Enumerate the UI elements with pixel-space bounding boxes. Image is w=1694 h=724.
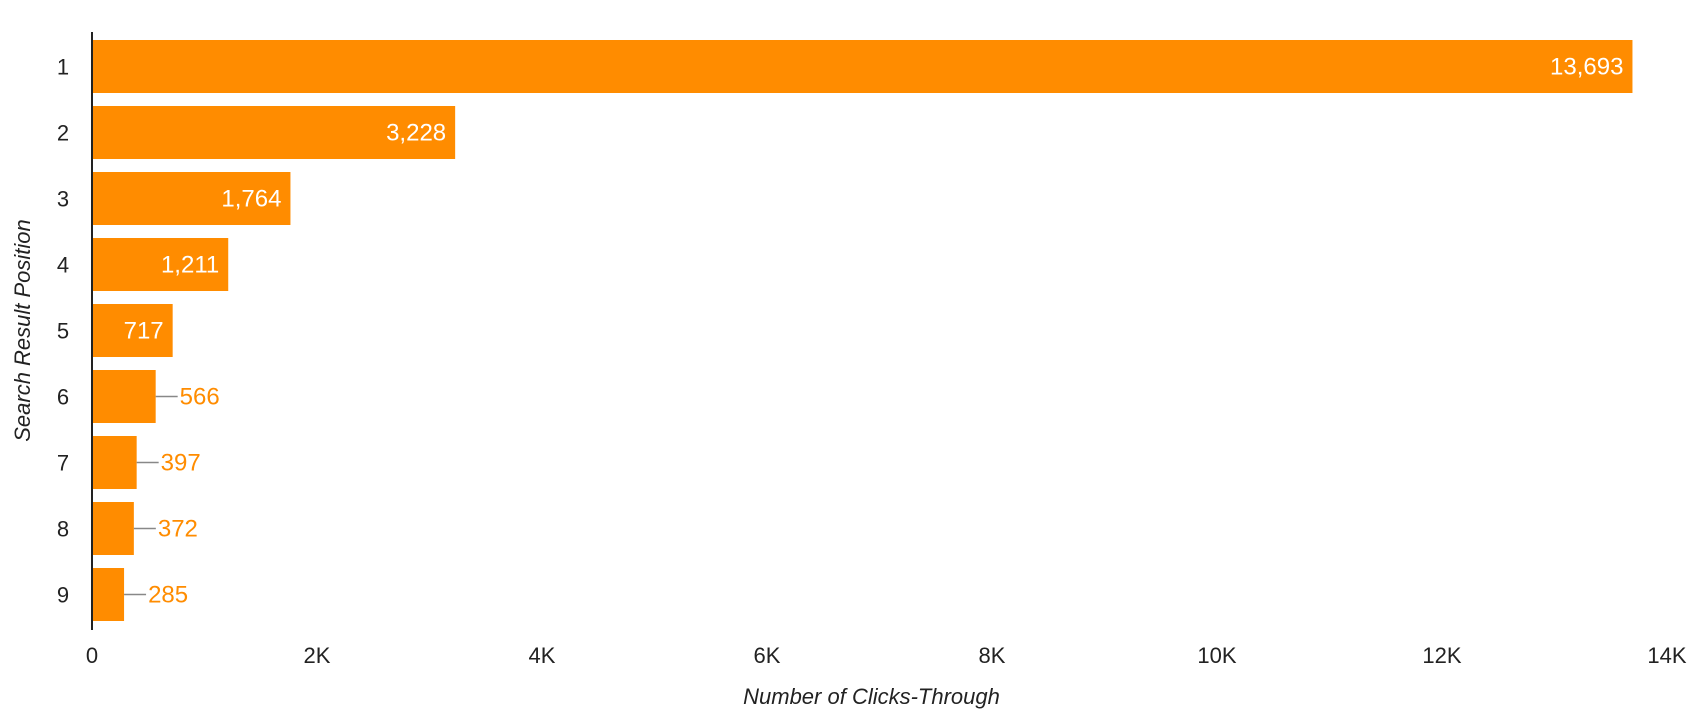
y-tick-label-4: 4	[57, 253, 69, 278]
x-tick-label-14K: 14K	[1647, 643, 1686, 668]
x-tick-label-4K: 4K	[529, 643, 556, 668]
y-tick-label-1: 1	[57, 55, 69, 80]
bar-value-label-3: 1,764	[221, 186, 281, 213]
y-tick-label-2: 2	[57, 121, 69, 146]
y-tick-label-8: 8	[57, 517, 69, 542]
x-tick-label-8K: 8K	[979, 643, 1006, 668]
y-tick-label-5: 5	[57, 319, 69, 344]
bar-value-label-8: 372	[158, 516, 198, 543]
bar-value-label-5: 717	[124, 318, 164, 345]
x-tick-label-0: 0	[86, 643, 98, 668]
bar-position-4	[92, 238, 229, 291]
bar-position-2	[92, 106, 456, 159]
bars-group	[92, 40, 1633, 621]
x-tick-label-12K: 12K	[1422, 643, 1461, 668]
y-tick-label-7: 7	[57, 451, 69, 476]
bar-value-label-6: 566	[180, 384, 220, 411]
x-tick-label-2K: 2K	[304, 643, 331, 668]
bar-labels-group: 13,693 3,228 1,764 1,211 717 566 397 372 285	[124, 54, 1624, 609]
x-axis-title: Number of Clicks-Through	[743, 684, 1000, 709]
bar-position-8	[92, 502, 134, 555]
y-axis-title: Search Result Position	[10, 219, 35, 442]
x-tick-labels-group: 0 2K 4K 6K 8K 10K 12K 14K	[86, 643, 1687, 668]
bar-position-9	[92, 568, 125, 621]
x-tick-label-10K: 10K	[1197, 643, 1236, 668]
bar-position-7	[92, 436, 137, 489]
bar-value-label-9: 285	[148, 582, 188, 609]
bar-position-1	[92, 40, 1633, 93]
bar-value-label-7: 397	[161, 450, 201, 477]
bar-position-6	[92, 370, 156, 423]
bar-value-label-4: 1,211	[161, 252, 219, 279]
bar-value-label-1: 13,693	[1550, 54, 1623, 81]
y-tick-label-9: 9	[57, 583, 69, 608]
x-tick-label-6K: 6K	[754, 643, 781, 668]
bar-position-5	[92, 304, 173, 357]
y-tick-labels-group: 1 2 3 4 5 6 7 8 9	[57, 55, 69, 608]
leader-lines-group	[124, 395, 178, 596]
y-tick-label-6: 6	[57, 385, 69, 410]
bar-value-label-2: 3,228	[386, 120, 446, 147]
bar-position-3	[92, 172, 291, 225]
y-tick-label-3: 3	[57, 187, 69, 212]
